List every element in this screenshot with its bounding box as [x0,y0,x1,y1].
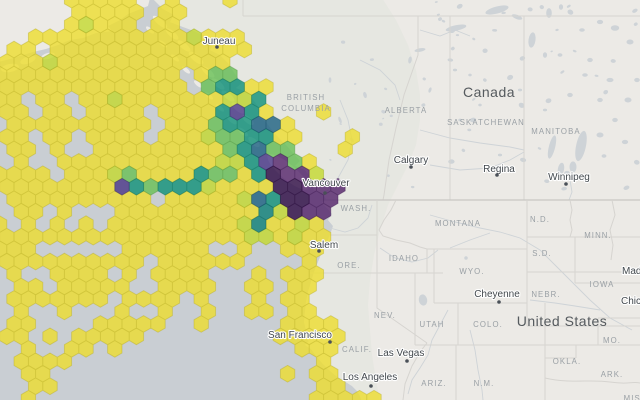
svg-text:N.M.: N.M. [474,379,495,388]
svg-text:MO.: MO. [603,336,621,345]
svg-text:Madison: Madison [622,266,640,277]
svg-text:United States: United States [517,313,608,329]
svg-text:UTAH: UTAH [419,320,444,329]
svg-text:ORE.: ORE. [337,261,360,270]
svg-text:WYO.: WYO. [459,267,484,276]
svg-text:MISS.: MISS. [624,394,640,400]
svg-text:Regina: Regina [483,164,515,175]
svg-text:SASKATCHEWAN: SASKATCHEWAN [447,118,525,127]
svg-text:San Francisco: San Francisco [268,330,332,341]
svg-text:NEBR.: NEBR. [531,290,560,299]
svg-text:Juneau: Juneau [203,36,236,47]
svg-text:COLO.: COLO. [473,320,503,329]
svg-text:Winnipeg: Winnipeg [548,172,590,183]
svg-text:Calgary: Calgary [394,155,428,166]
svg-text:Salem: Salem [310,240,338,251]
svg-text:NEV.: NEV. [374,311,396,320]
svg-text:N.D.: N.D. [530,215,550,224]
svg-text:Las Vegas: Las Vegas [378,348,425,359]
svg-text:OKLA.: OKLA. [553,357,581,366]
svg-text:IDAHO: IDAHO [389,254,419,263]
svg-text:IOWA: IOWA [590,280,615,289]
svg-text:Vancouver: Vancouver [302,178,350,189]
svg-text:CALIF.: CALIF. [342,345,372,354]
svg-text:ARK.: ARK. [601,370,624,379]
svg-text:ARIZ.: ARIZ. [421,379,446,388]
svg-text:Los Angeles: Los Angeles [343,372,398,383]
svg-text:Cheyenne: Cheyenne [474,289,520,300]
svg-text:COLUMBIA: COLUMBIA [281,104,331,113]
svg-text:Chicago: Chicago [621,296,640,307]
svg-text:ALBERTA: ALBERTA [385,106,428,115]
svg-text:WASH.: WASH. [341,204,372,213]
svg-text:MINN.: MINN. [584,231,612,240]
svg-text:BRITISH: BRITISH [287,93,325,102]
svg-text:MANITOBA: MANITOBA [531,127,580,136]
svg-text:MONTANA: MONTANA [435,219,481,228]
svg-text:Canada: Canada [463,84,515,100]
svg-text:S.D.: S.D. [532,249,552,258]
